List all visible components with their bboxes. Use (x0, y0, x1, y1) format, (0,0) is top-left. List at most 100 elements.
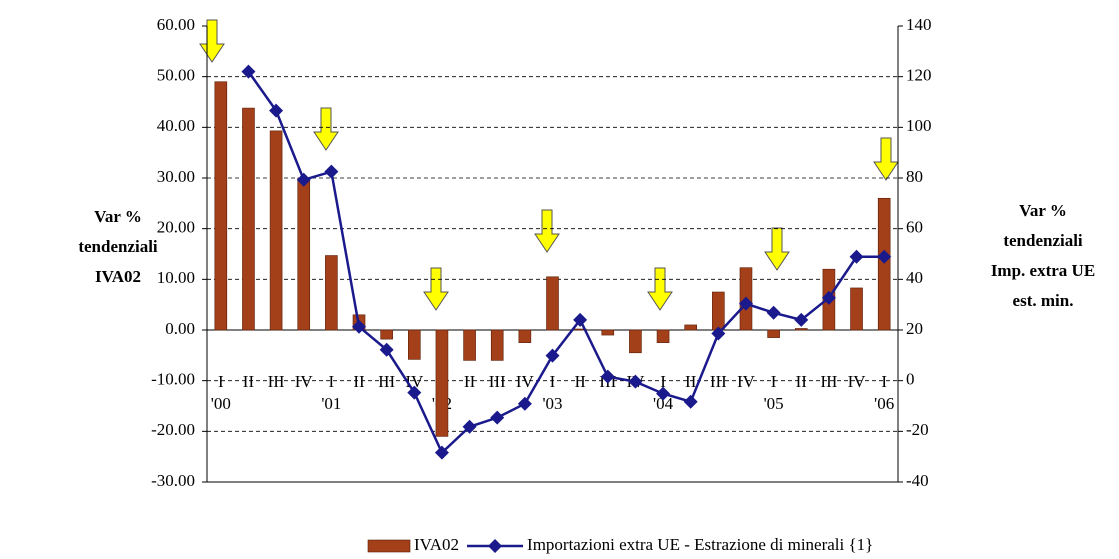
x-tick-label: I (218, 372, 224, 391)
line-marker (490, 410, 505, 425)
bar (877, 197, 891, 331)
y-tick-label: 10.00 (157, 268, 195, 287)
x-tick-label: II (685, 372, 697, 391)
y2-tick-label: 40 (906, 268, 923, 287)
x-tick-label: III (378, 372, 395, 391)
y2-tick-label: -40 (906, 471, 929, 490)
y2-tick-label: 140 (906, 15, 932, 34)
x-tick-label: III (820, 372, 837, 391)
y-axis-label: IVA02 (95, 267, 141, 286)
bar (712, 291, 725, 331)
line-marker (407, 385, 422, 400)
line-marker (296, 172, 311, 187)
line-marker (462, 419, 477, 434)
line-marker (738, 296, 753, 311)
x-tick-label: III (268, 372, 285, 391)
x-tick-label: I (550, 372, 556, 391)
year-label: '05 (764, 394, 784, 413)
year-label: '03 (542, 394, 562, 413)
y2-tick-label: -20 (906, 420, 929, 439)
legend-label: Importazioni extra UE - Estrazione di mi… (527, 535, 873, 554)
legend-label: IVA02 (414, 535, 459, 554)
x-tick-label: II (574, 372, 586, 391)
x-tick-label: IV (737, 372, 756, 391)
x-tick-label: IV (295, 372, 314, 391)
bar (601, 329, 615, 336)
bar (490, 329, 504, 361)
x-tick-label: II (796, 372, 808, 391)
x-tick-label: I (329, 372, 335, 391)
bar (242, 107, 255, 331)
x-tick-label: I (660, 372, 666, 391)
y2-axis-label: Var % (1019, 201, 1067, 220)
bar (767, 329, 780, 338)
y-tick-label: 30.00 (157, 167, 195, 186)
line-marker (849, 249, 864, 264)
bar (656, 329, 670, 343)
x-tick-label: IV (848, 372, 867, 391)
x-tick-label: IV (516, 372, 535, 391)
y2-axis-label: tendenziali (1003, 231, 1083, 250)
y-tick-label: 60.00 (157, 15, 195, 34)
y2-tick-label: 0 (906, 370, 915, 389)
legend-swatch (367, 539, 411, 553)
x-tick-label: II (353, 372, 365, 391)
bar (463, 329, 476, 361)
line-marker (656, 386, 671, 401)
year-label: '01 (321, 394, 341, 413)
x-tick-label: I (771, 372, 777, 391)
line-marker (324, 164, 339, 179)
line-marker (352, 319, 367, 334)
x-tick-label: II (464, 372, 476, 391)
y2-tick-label: 80 (906, 167, 923, 186)
bar (546, 276, 559, 331)
line-marker (711, 326, 726, 341)
x-tick-label: III (710, 372, 727, 391)
bar (297, 177, 311, 331)
bar (518, 329, 532, 343)
bar (684, 324, 698, 331)
line-marker (766, 305, 781, 320)
y-tick-label: 0.00 (165, 319, 195, 338)
bar (380, 329, 393, 340)
bar (435, 329, 449, 437)
line-marker (821, 290, 836, 305)
bar (269, 130, 283, 331)
y-tick-label: -30.00 (151, 471, 195, 490)
line-marker (269, 103, 284, 118)
x-tick-label: III (489, 372, 506, 391)
bar (214, 81, 228, 331)
legend-marker (488, 539, 503, 553)
bar (629, 329, 642, 354)
x-tick-label: I (881, 372, 887, 391)
line-marker (379, 342, 394, 357)
y-tick-label: 20.00 (157, 218, 195, 237)
x-tick-label: II (243, 372, 255, 391)
line-marker (241, 64, 256, 79)
bar (850, 287, 863, 331)
line-marker (877, 249, 892, 264)
line-marker (628, 374, 643, 389)
y2-tick-label: 60 (906, 218, 923, 237)
line-marker (434, 445, 449, 460)
y2-tick-label: 120 (906, 66, 932, 85)
y-tick-label: -20.00 (151, 420, 195, 439)
line-marker (600, 369, 615, 384)
y2-tick-label: 20 (906, 319, 923, 338)
line-marker (794, 312, 809, 327)
y2-axis-label: est. min. (1013, 291, 1074, 310)
y-tick-label: 50.00 (157, 66, 195, 85)
year-label: '00 (211, 394, 231, 413)
line (247, 70, 885, 455)
y-axis-label: Var % (94, 207, 142, 226)
bar (407, 329, 421, 360)
line-marker (545, 348, 560, 363)
y2-tick-label: 100 (906, 116, 932, 135)
bar (325, 255, 338, 331)
line-marker (573, 312, 588, 327)
year-label: '06 (874, 394, 894, 413)
y-tick-label: 40.00 (157, 116, 195, 135)
y-axis-label: tendenziali (78, 237, 158, 256)
y-tick-label: -10.00 (151, 370, 195, 389)
